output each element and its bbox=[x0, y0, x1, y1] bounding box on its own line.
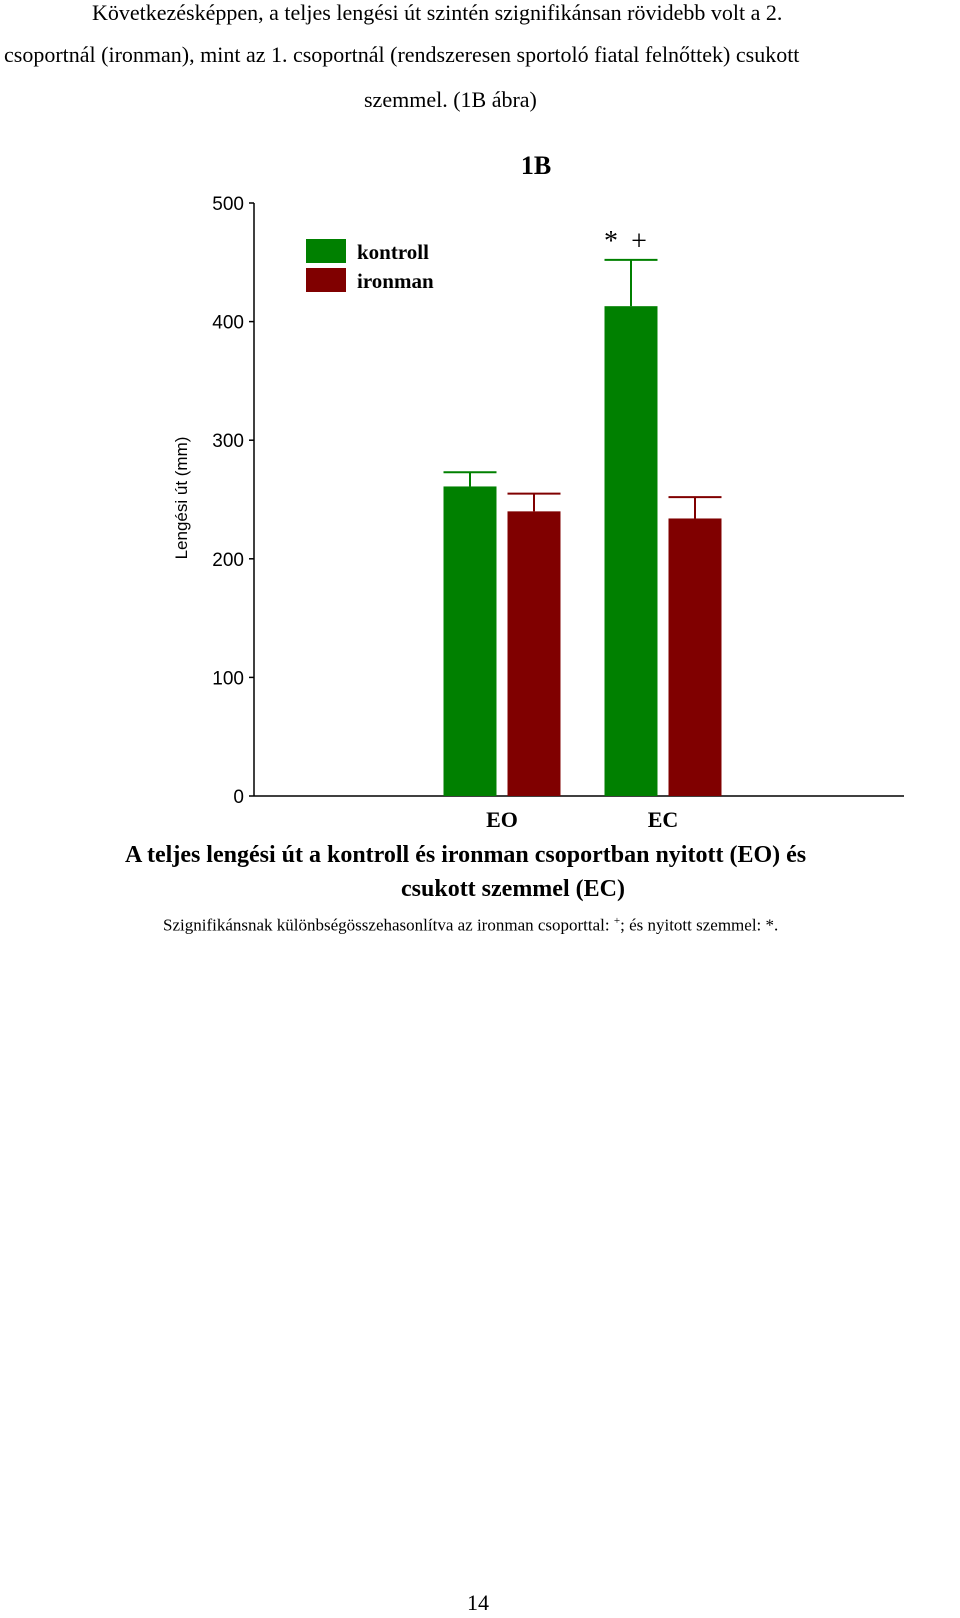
chart-title: 1B bbox=[521, 151, 551, 180]
caption-title-line1: A teljes lengési út a kontroll és ironma… bbox=[125, 842, 807, 868]
y-tick-label: 300 bbox=[212, 431, 244, 452]
bar bbox=[668, 518, 722, 796]
axes: 0 100 200 300 400 500 bbox=[212, 194, 904, 808]
annotations: * + bbox=[604, 226, 647, 257]
x-category-label: EC bbox=[648, 807, 679, 832]
paragraph-line: szemmel. (1B ábra) bbox=[364, 87, 537, 112]
y-tick-label: 400 bbox=[212, 313, 244, 334]
caption-note-tail: ; és nyitott szemmel: *. bbox=[620, 915, 779, 935]
significance-marker: + bbox=[631, 226, 647, 257]
legend-swatch bbox=[306, 268, 346, 292]
bar bbox=[443, 486, 497, 796]
caption-title-line2: csukott szemmel (EC) bbox=[401, 876, 625, 902]
bar-chart: 1B Lengési út (mm) 0 100 200 300 400 500 EO EC… bbox=[172, 151, 904, 832]
paragraph-line: Következésképpen, a teljes lengési út sz… bbox=[92, 0, 783, 25]
bars: EO EC bbox=[443, 258, 722, 832]
legend-label: kontroll bbox=[357, 240, 429, 264]
legend: kontroll ironman bbox=[306, 239, 434, 293]
paragraph-line: csoportnál (ironman), mint az 1. csoport… bbox=[4, 42, 800, 67]
caption-note-main: Szignifikánsnak különbségösszehasonlítva… bbox=[163, 915, 614, 935]
y-tick-label: 200 bbox=[212, 550, 244, 571]
y-tick-label: 0 bbox=[233, 787, 244, 808]
legend-swatch bbox=[306, 239, 346, 263]
x-category-label: EO bbox=[486, 807, 518, 832]
page-number: 14 bbox=[467, 1590, 489, 1615]
caption-note-sup: + bbox=[613, 915, 621, 927]
y-axis-label: Lengési út (mm) bbox=[172, 437, 191, 560]
bar bbox=[507, 511, 561, 796]
significance-marker: * bbox=[604, 226, 618, 257]
y-tick-label: 100 bbox=[212, 668, 244, 689]
y-tick-label: 500 bbox=[212, 194, 244, 215]
bar bbox=[604, 306, 658, 796]
legend-label: ironman bbox=[357, 269, 434, 293]
caption-note: Szignifikánsnak különbségösszehasonlítva… bbox=[163, 915, 778, 936]
